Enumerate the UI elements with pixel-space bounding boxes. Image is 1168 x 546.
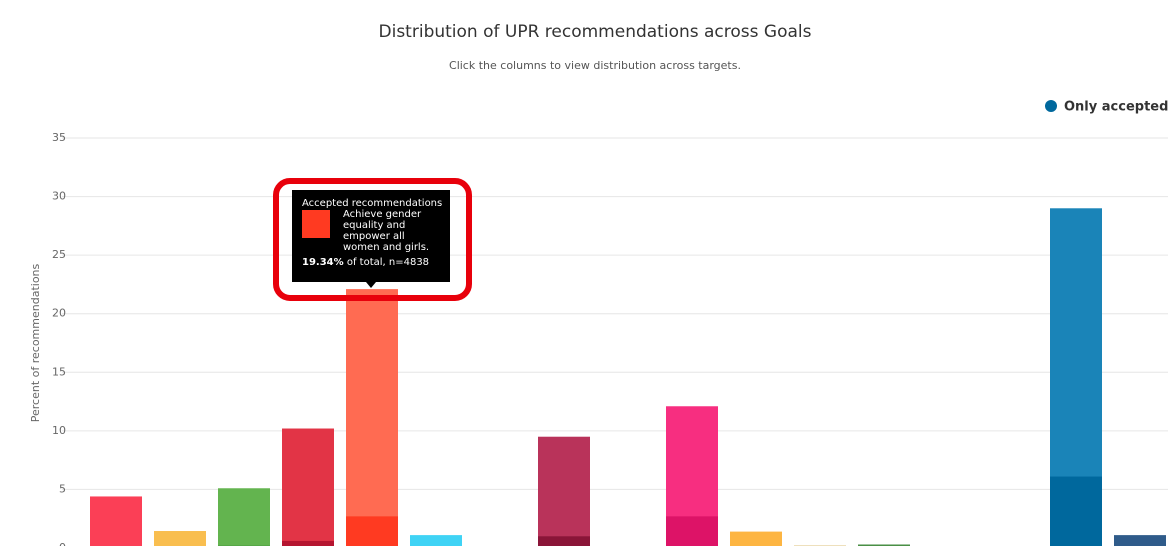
chart-title: Distribution of UPR recommendations acro…: [379, 22, 812, 42]
y-tick-label: 35: [52, 131, 66, 144]
bar: [346, 289, 398, 546]
tooltip-percent: 19.34%: [302, 257, 344, 268]
y-tick-label: 15: [52, 365, 66, 378]
tooltip-goal: Achieve gender equality and empower all …: [343, 209, 430, 253]
y-tick-label: 20: [52, 307, 66, 320]
tooltip-rest: of total, n=4838: [343, 257, 430, 268]
bar: [282, 540, 334, 546]
bar: [218, 488, 270, 546]
bar: [154, 531, 206, 546]
bar: [730, 531, 782, 546]
bar: [858, 544, 910, 546]
chart-subtitle: Click the columns to view distribution a…: [449, 59, 741, 72]
bar: [282, 428, 334, 546]
bar: [538, 536, 590, 546]
goal-icon: [302, 210, 330, 238]
tooltip-heading: Accepted recommendations: [302, 198, 443, 209]
y-tick-label: 30: [52, 190, 66, 203]
bar: [346, 516, 398, 546]
bar: [90, 496, 142, 546]
tooltip-footer: 19.34% of total, n=4838: [302, 257, 444, 268]
tooltip: Accepted recommendations Achieve gender …: [292, 190, 450, 282]
y-tick-label: 0: [59, 541, 66, 546]
legend-label: Only accepted: [1064, 100, 1168, 115]
legend-marker: [1045, 100, 1057, 112]
bar: [1114, 535, 1166, 546]
y-tick-label: 10: [52, 424, 66, 437]
bar: [538, 436, 590, 546]
y-axis-label: Percent of recommendations: [29, 263, 42, 422]
bar: [410, 535, 462, 546]
bar: [1050, 476, 1102, 546]
bar: [666, 516, 718, 546]
y-tick-label: 5: [59, 482, 66, 495]
y-tick-label: 25: [52, 248, 66, 261]
